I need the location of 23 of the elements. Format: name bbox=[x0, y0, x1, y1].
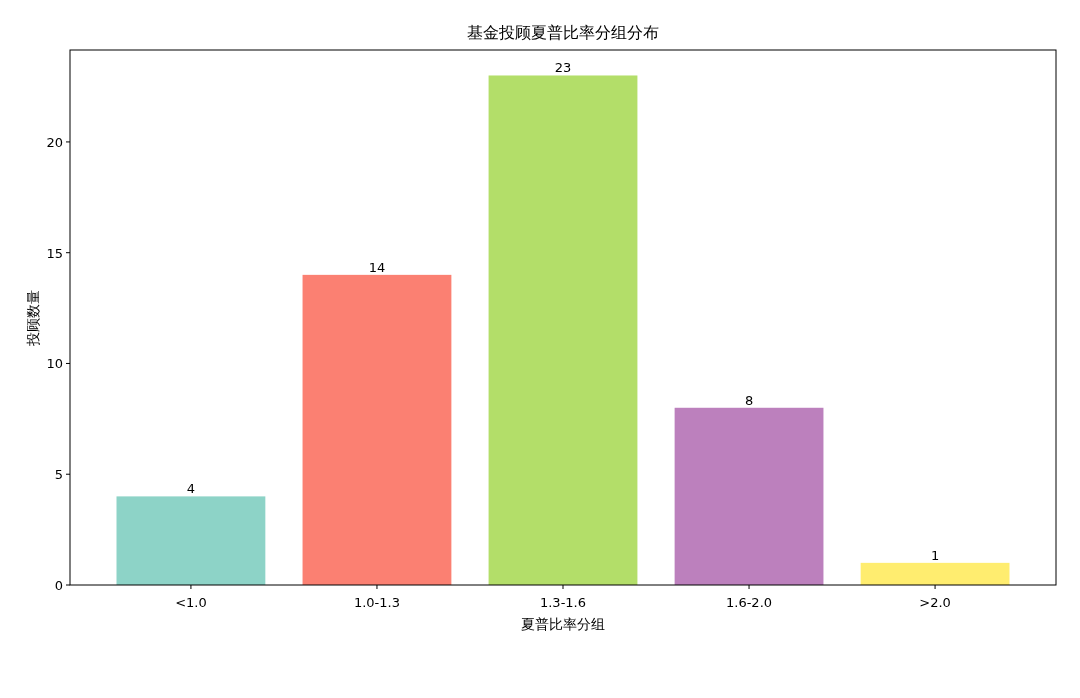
bar bbox=[302, 274, 452, 585]
y-tick-label: 0 bbox=[54, 578, 63, 593]
y-tick-label: 20 bbox=[46, 134, 63, 150]
x-tick-label: <1.0 bbox=[175, 595, 207, 610]
bar bbox=[860, 562, 1010, 585]
x-axis-title: 夏普比率分组 bbox=[521, 616, 605, 632]
bar bbox=[488, 75, 638, 585]
bar bbox=[674, 407, 824, 585]
x-tick-label: 1.3-1.6 bbox=[539, 595, 587, 610]
y-tick-label: 5 bbox=[54, 467, 63, 483]
chart-title: 基金投顾夏普比率分组分布 bbox=[467, 23, 659, 42]
data-label: 14 bbox=[368, 259, 386, 275]
x-tick-label: >2.0 bbox=[919, 595, 951, 610]
data-label: 23 bbox=[554, 60, 572, 76]
y-axis-title: 投顾数量 bbox=[25, 289, 41, 347]
x-tick-label: 1.0-1.3 bbox=[353, 595, 400, 610]
x-tick-label: 1.6-2.0 bbox=[726, 595, 773, 610]
bar bbox=[116, 496, 266, 585]
y-tick-label: 10 bbox=[46, 356, 63, 372]
data-label: 4 bbox=[186, 481, 196, 497]
y-tick-label: 15 bbox=[46, 245, 63, 261]
data-label: 8 bbox=[744, 392, 754, 408]
data-label: 1 bbox=[930, 547, 940, 563]
